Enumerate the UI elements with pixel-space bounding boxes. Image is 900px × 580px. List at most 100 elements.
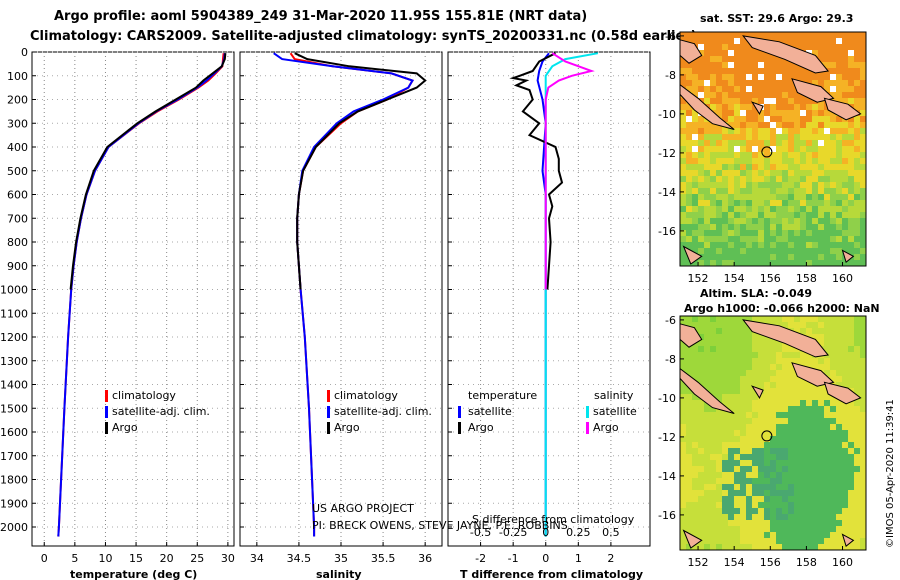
map-cell bbox=[686, 230, 692, 236]
map-cell bbox=[860, 92, 866, 98]
map-cell bbox=[692, 346, 698, 352]
map-cell bbox=[692, 92, 698, 98]
map-cell bbox=[800, 496, 806, 502]
map-cell bbox=[722, 472, 728, 478]
map-cell bbox=[770, 86, 776, 92]
legend-swatch-t-argo bbox=[458, 422, 461, 434]
map-cell bbox=[800, 74, 806, 80]
map-cell bbox=[770, 80, 776, 86]
map-cell bbox=[788, 532, 794, 538]
lat-tick-label: -14 bbox=[658, 186, 676, 199]
map-cell bbox=[692, 502, 698, 508]
map-cell bbox=[734, 322, 740, 328]
map-cell bbox=[710, 358, 716, 364]
map-cell bbox=[794, 424, 800, 430]
map-cell bbox=[680, 472, 686, 478]
map-cell bbox=[734, 44, 740, 50]
map-cell bbox=[842, 200, 848, 206]
map-cell bbox=[800, 212, 806, 218]
map-cell bbox=[764, 122, 770, 128]
map-cell bbox=[854, 188, 860, 194]
map-cell bbox=[758, 514, 764, 520]
map-cell bbox=[860, 502, 866, 508]
map-cell bbox=[704, 140, 710, 146]
map-cell bbox=[782, 514, 788, 520]
map-cell bbox=[830, 230, 836, 236]
map-cell bbox=[836, 382, 842, 388]
map-cell bbox=[824, 508, 830, 514]
map-cell bbox=[728, 502, 734, 508]
map-cell bbox=[764, 406, 770, 412]
map-cell bbox=[734, 370, 740, 376]
map-cell bbox=[782, 212, 788, 218]
map-cell bbox=[734, 484, 740, 490]
map-cell bbox=[824, 200, 830, 206]
map-cell bbox=[722, 134, 728, 140]
map-cell bbox=[716, 412, 722, 418]
map-cell bbox=[764, 442, 770, 448]
map-cell bbox=[698, 206, 704, 212]
map-cell bbox=[746, 328, 752, 334]
map-cell bbox=[818, 146, 824, 152]
map-cell bbox=[746, 182, 752, 188]
map-cell bbox=[698, 134, 704, 140]
map-cell bbox=[812, 508, 818, 514]
map-cell bbox=[800, 188, 806, 194]
map-cell bbox=[812, 182, 818, 188]
map-cell bbox=[698, 478, 704, 484]
map-cell bbox=[698, 128, 704, 134]
map-cell bbox=[782, 158, 788, 164]
map-cell bbox=[842, 418, 848, 424]
map-cell bbox=[848, 532, 854, 538]
map-cell bbox=[686, 32, 692, 38]
map-cell bbox=[698, 62, 704, 68]
map-cell bbox=[824, 86, 830, 92]
x2-tick-label: 0 bbox=[542, 526, 549, 539]
map-cell bbox=[734, 56, 740, 62]
map-cell bbox=[860, 394, 866, 400]
map-cell bbox=[848, 484, 854, 490]
map-cell bbox=[788, 158, 794, 164]
map-cell bbox=[680, 56, 686, 62]
map-cell bbox=[710, 164, 716, 170]
map-cell bbox=[812, 466, 818, 472]
map-cell bbox=[746, 254, 752, 260]
map-cell bbox=[686, 122, 692, 128]
map-cell bbox=[788, 122, 794, 128]
map-cell bbox=[782, 466, 788, 472]
map-cell bbox=[776, 86, 782, 92]
map-cell bbox=[698, 44, 704, 50]
map-cell bbox=[830, 370, 836, 376]
map-cell bbox=[686, 400, 692, 406]
map-cell bbox=[860, 260, 866, 266]
map-cell bbox=[854, 140, 860, 146]
map-cell bbox=[800, 454, 806, 460]
map-cell bbox=[704, 436, 710, 442]
map-cell bbox=[728, 74, 734, 80]
map-cell bbox=[836, 484, 842, 490]
map-cell bbox=[806, 406, 812, 412]
map-cell bbox=[824, 340, 830, 346]
map-cell bbox=[794, 188, 800, 194]
map-cell bbox=[770, 32, 776, 38]
map-cell bbox=[722, 38, 728, 44]
series-line-salinity-argo bbox=[544, 52, 595, 290]
map-cell bbox=[794, 436, 800, 442]
map-cell bbox=[848, 170, 854, 176]
map-cell bbox=[848, 188, 854, 194]
map-cell bbox=[830, 152, 836, 158]
map-cell bbox=[758, 158, 764, 164]
map-cell bbox=[818, 460, 824, 466]
map-cell bbox=[788, 316, 794, 322]
map-cell bbox=[860, 152, 866, 158]
map-cell bbox=[698, 140, 704, 146]
map-cell bbox=[716, 508, 722, 514]
map-cell bbox=[836, 32, 842, 38]
map-cell bbox=[842, 460, 848, 466]
map-cell bbox=[830, 188, 836, 194]
map-cell bbox=[716, 490, 722, 496]
legend-s-satellite: satellite bbox=[593, 405, 637, 418]
map-cell bbox=[806, 140, 812, 146]
map-cell bbox=[698, 248, 704, 254]
map-cell bbox=[764, 134, 770, 140]
